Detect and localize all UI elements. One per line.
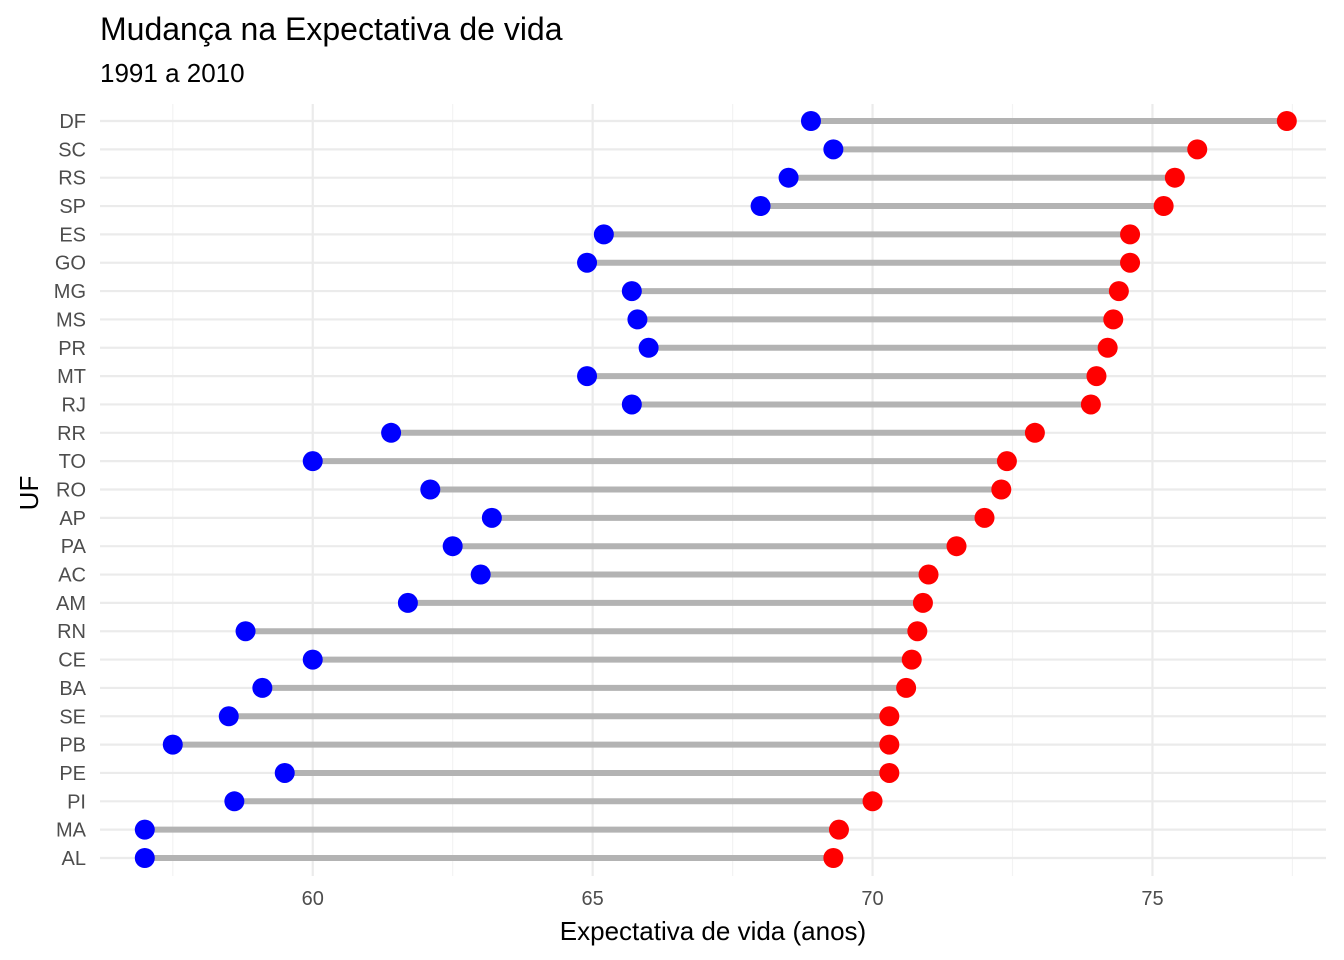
point-start-am (397, 592, 418, 613)
point-start-al (134, 848, 155, 868)
y-tick-label: PB (59, 735, 86, 757)
data-points (134, 111, 1297, 868)
point-end-mt (1086, 366, 1107, 387)
point-start-ba (252, 677, 273, 698)
y-tick-label: PE (59, 763, 86, 785)
point-start-df (800, 111, 821, 131)
point-end-pi (862, 791, 883, 812)
y-tick-label: SP (59, 196, 86, 218)
point-end-ro (991, 479, 1012, 500)
y-tick-label: DF (59, 111, 86, 133)
y-axis-tick-labels: DF SC RS SP ES GO MG MS PR MT RJ RR TO RO AP PA AC AM RN CE… (54, 111, 87, 870)
point-end-rr (1024, 422, 1045, 443)
point-end-to (996, 451, 1017, 472)
chart-subtitle: 1991 a 2010 (100, 58, 245, 88)
y-tick-label: ES (59, 224, 86, 246)
point-end-sp (1153, 196, 1174, 217)
x-tick-label: 60 (302, 888, 324, 910)
point-start-pb (162, 734, 183, 755)
y-tick-label: PR (58, 338, 86, 360)
point-end-ac (918, 564, 939, 585)
point-start-to (302, 451, 323, 472)
point-end-go (1120, 252, 1141, 273)
y-axis-title: UF (14, 476, 44, 511)
y-tick-label: PA (61, 536, 87, 558)
segments (144, 118, 1287, 861)
point-end-es (1120, 224, 1141, 245)
y-tick-label: GO (55, 253, 86, 275)
y-tick-label: AL (62, 848, 86, 870)
point-end-rn (907, 621, 928, 642)
point-start-go (577, 252, 598, 273)
x-tick-label: 65 (582, 888, 604, 910)
point-start-ce (302, 649, 323, 670)
point-end-am (912, 592, 933, 613)
y-tick-label: MT (57, 366, 86, 388)
point-end-pe (879, 762, 900, 783)
point-end-ms (1103, 309, 1124, 330)
point-end-df (1276, 111, 1297, 131)
y-tick-label: SE (59, 706, 86, 728)
point-start-pe (274, 762, 295, 783)
point-start-sc (823, 139, 844, 160)
point-start-ap (481, 507, 502, 528)
point-start-pr (638, 337, 659, 358)
point-start-sp (750, 196, 771, 217)
point-start-rn (235, 621, 256, 642)
x-axis-title: Expectativa de vida (anos) (560, 916, 866, 946)
y-tick-label: MS (56, 309, 86, 331)
y-tick-label: PI (67, 791, 86, 813)
y-tick-label: AM (56, 593, 86, 615)
point-start-rj (621, 394, 642, 415)
y-tick-label: CE (58, 650, 86, 672)
point-start-ro (420, 479, 441, 500)
point-start-ac (470, 564, 491, 585)
point-end-se (879, 706, 900, 727)
x-axis-tick-labels: 60 65 70 75 (302, 888, 1164, 910)
y-tick-label: BA (59, 678, 86, 700)
point-start-ms (627, 309, 648, 330)
point-end-mg (1108, 281, 1129, 302)
point-start-rr (381, 422, 402, 443)
y-tick-label: RN (57, 621, 86, 643)
point-end-al (823, 848, 844, 868)
y-tick-label: RO (56, 480, 86, 502)
x-tick-label: 75 (1141, 888, 1163, 910)
point-end-ce (901, 649, 922, 670)
point-start-mt (577, 366, 598, 387)
chart-title: Mudança na Expectativa de vida (100, 11, 563, 47)
point-start-mg (621, 281, 642, 302)
y-tick-label: TO (59, 451, 86, 473)
point-end-ma (828, 819, 849, 840)
y-tick-label: RJ (62, 394, 86, 416)
y-tick-label: AC (58, 565, 86, 587)
point-start-rs (778, 167, 799, 188)
y-tick-label: RR (57, 423, 86, 445)
y-tick-label: AP (59, 508, 86, 530)
point-end-rj (1080, 394, 1101, 415)
point-end-pa (946, 536, 967, 557)
point-start-pi (224, 791, 245, 812)
point-end-ba (896, 677, 917, 698)
y-tick-label: MA (56, 820, 87, 842)
point-start-es (593, 224, 614, 245)
point-start-se (218, 706, 239, 727)
point-end-pr (1097, 337, 1118, 358)
point-end-sc (1187, 139, 1208, 160)
point-end-ap (974, 507, 995, 528)
y-tick-label: RS (58, 168, 86, 190)
point-end-rs (1164, 167, 1185, 188)
point-start-pa (442, 536, 463, 557)
point-start-ma (134, 819, 155, 840)
point-end-pb (879, 734, 900, 755)
y-tick-label: MG (54, 281, 86, 303)
y-tick-label: SC (58, 139, 86, 161)
x-tick-label: 70 (861, 888, 883, 910)
